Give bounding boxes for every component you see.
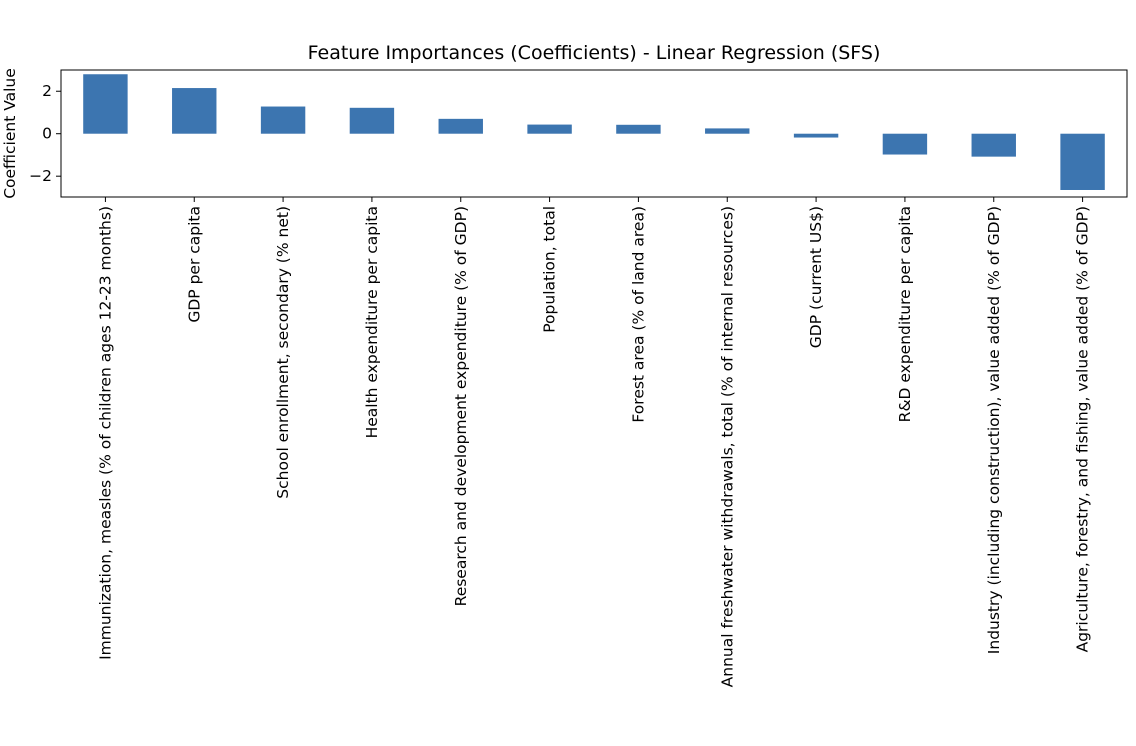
bar [616,124,661,134]
chart-title: Feature Importances (Coefficients) - Lin… [308,42,881,64]
bar [438,118,483,134]
x-tick-label: Industry (including construction), value… [985,206,1003,654]
plot-frame [60,69,1128,198]
y-tick-label: 0 [42,125,52,143]
bar [260,106,306,134]
x-tick-label: Population, total [541,206,559,333]
bar [349,107,395,134]
bar [793,133,839,138]
x-tick-label: Immunization, measles (% of children age… [96,206,114,660]
bar [527,124,572,134]
x-tick-label: Health expenditure per capita [363,206,381,438]
x-tick-label: Research and development expenditure (% … [452,206,470,606]
x-tick-label: GDP per capita [185,206,203,323]
y-tick-label: 2 [42,82,52,100]
x-tick-label: School enrollment, secondary (% net) [274,206,292,499]
y-tick-label: −2 [29,167,52,185]
bar [705,128,750,134]
bar [83,74,128,134]
x-tick-label: GDP (current US$) [807,206,825,348]
x-tick-label: Agriculture, forestry, and fishing, valu… [1074,206,1092,652]
bar [172,88,217,134]
x-tick-label: Forest area (% of land area) [629,206,647,423]
x-tick-label: R&D expenditure per capita [896,206,914,422]
bar [1060,133,1105,190]
y-axis-label: Coefficient Value [1,68,19,199]
x-tick-label: Annual freshwater withdrawals, total (% … [718,206,736,687]
bar [882,133,928,155]
bars-layer [83,74,1105,190]
ticks-layer: Immunization, measles (% of children age… [29,82,1091,687]
bar [971,133,1016,157]
